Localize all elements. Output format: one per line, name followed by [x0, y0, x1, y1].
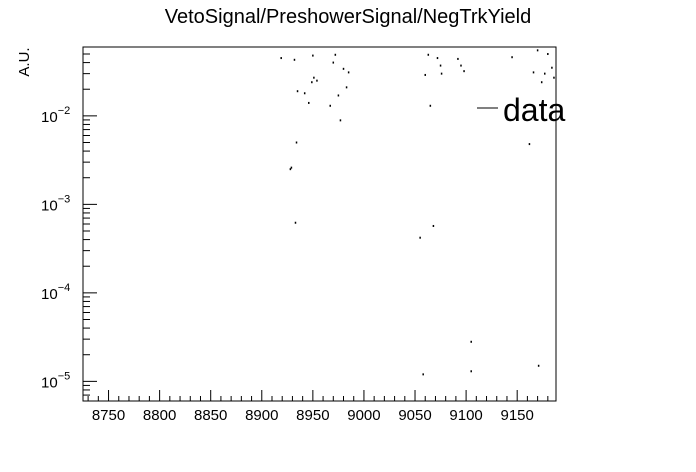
data-point: [290, 166, 293, 169]
data-point: [308, 101, 310, 104]
data-point: [345, 86, 348, 89]
y-tick-label: 10−4: [41, 282, 70, 303]
x-tick-label: 8850: [194, 407, 227, 424]
y-tick-exponent: −3: [58, 193, 71, 205]
data-point: [553, 76, 555, 79]
y-tick-base: 10: [41, 374, 58, 391]
data-point: [439, 64, 442, 67]
data-point: [547, 53, 549, 56]
data-point: [440, 72, 443, 75]
x-tick-label: 9000: [347, 407, 380, 424]
data-point: [429, 104, 432, 107]
data-point: [337, 94, 340, 97]
data-point: [424, 73, 426, 76]
data-point: [312, 54, 314, 57]
data-point: [296, 90, 299, 93]
data-point: [532, 71, 535, 74]
data-point: [419, 236, 421, 239]
y-tick-base: 10: [41, 109, 58, 126]
x-tick-label: 9050: [398, 407, 431, 424]
data-point: [436, 57, 439, 60]
chart-title: VetoSignal/PreshowerSignal/NegTrkYield: [165, 6, 532, 28]
x-tick-label: 8900: [245, 407, 278, 424]
x-tick-label: 8750: [92, 407, 125, 424]
data-point: [311, 81, 313, 84]
data-point: [460, 64, 462, 67]
data-point: [511, 56, 513, 59]
data-point: [294, 221, 297, 224]
x-axis: 8750 8800 8850 8900 8950 9000 9050 9100 9150: [87, 390, 549, 424]
y-tick-base: 10: [41, 286, 58, 303]
data-point: [295, 141, 298, 144]
x-tick-label: 9100: [449, 407, 482, 424]
data-point: [342, 67, 345, 70]
data-point: [540, 81, 543, 84]
data-point: [316, 79, 318, 82]
y-tick-exponent: −5: [58, 370, 71, 382]
data-point: [470, 340, 472, 343]
data-point: [422, 373, 424, 376]
legend: data: [477, 92, 565, 128]
data-point: [427, 53, 430, 56]
data-point: [457, 57, 459, 60]
data-point: [332, 61, 335, 64]
data-point: [463, 70, 465, 73]
data-point: [293, 58, 296, 61]
data-point: [536, 49, 539, 52]
plot-frame: [82, 46, 557, 402]
data-point: [280, 57, 282, 60]
x-tick-label: 8800: [143, 407, 176, 424]
y-axis-label: A.U.: [16, 47, 33, 76]
data-points: [280, 49, 555, 376]
data-point: [544, 72, 546, 75]
data-point: [528, 143, 531, 146]
y-tick-exponent: −2: [58, 105, 71, 117]
x-tick-label: 8950: [296, 407, 329, 424]
data-point: [289, 168, 292, 171]
y-tick-base: 10: [41, 197, 58, 214]
legend-label: data: [503, 92, 565, 128]
data-point: [432, 224, 435, 227]
data-point: [313, 76, 315, 79]
data-point: [303, 92, 306, 95]
y-tick-label: 10−3: [41, 193, 70, 214]
y-tick-exponent: −4: [58, 282, 71, 294]
data-point: [551, 66, 553, 69]
data-point: [537, 364, 540, 367]
x-tick-label: 9150: [500, 407, 533, 424]
data-point: [470, 370, 472, 373]
y-tick-label: 10−5: [41, 370, 70, 391]
data-point: [339, 119, 342, 122]
data-point: [334, 53, 337, 56]
y-tick-label: 10−2: [41, 105, 70, 126]
data-point: [329, 104, 331, 107]
y-axis: 10−510−410−310−2: [41, 46, 97, 402]
data-point: [347, 71, 350, 74]
